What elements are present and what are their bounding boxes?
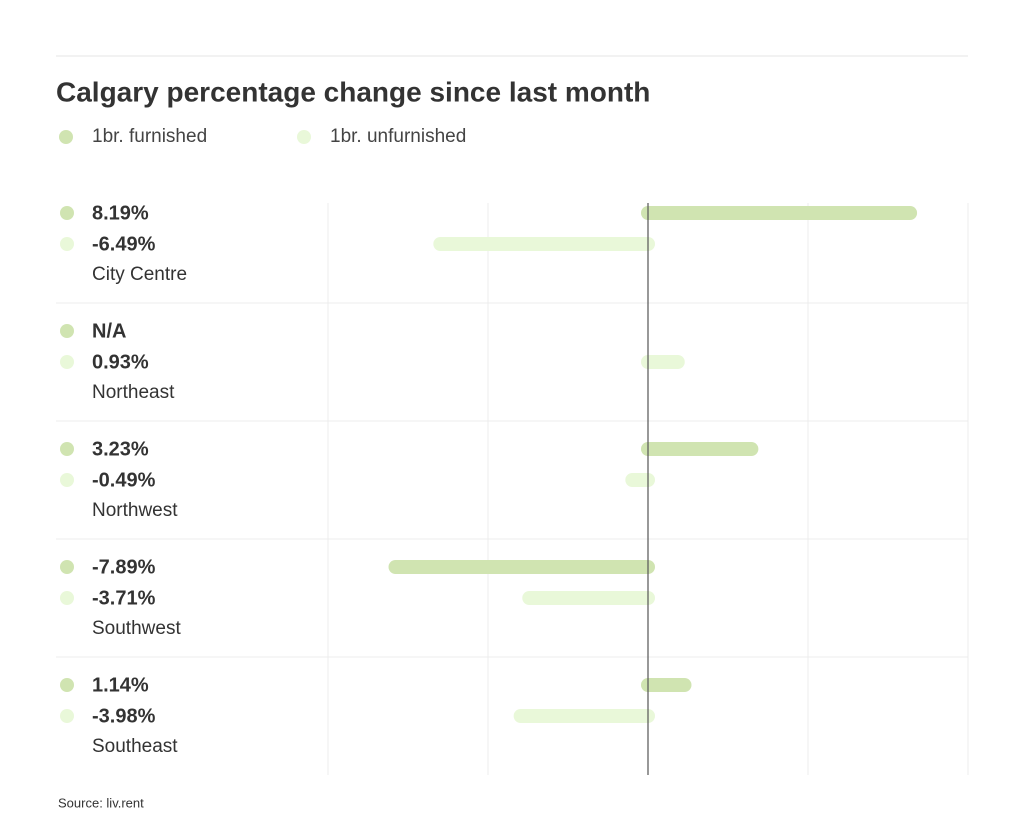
value-dot — [60, 206, 74, 220]
value-label: 8.19% — [92, 202, 149, 224]
value-label: 1.14% — [92, 674, 149, 696]
bar — [641, 678, 692, 692]
chart-title: Calgary percentage change since last mon… — [56, 76, 650, 107]
bar — [388, 560, 655, 574]
value-dot — [60, 560, 74, 574]
bar — [641, 442, 759, 456]
value-dot — [60, 324, 74, 338]
category-label: Northeast — [92, 382, 175, 403]
value-dot — [60, 355, 74, 369]
value-label: -6.49% — [92, 233, 156, 255]
bar — [522, 591, 655, 605]
legend-dot — [59, 130, 73, 144]
value-label: 3.23% — [92, 438, 149, 460]
category-label: Southeast — [92, 736, 178, 757]
bar — [625, 473, 655, 487]
bar — [641, 355, 685, 369]
value-label: 0.93% — [92, 351, 149, 373]
value-label: N/A — [92, 320, 126, 342]
value-dot — [60, 237, 74, 251]
source: Source: liv.rent — [58, 795, 144, 810]
bar — [513, 709, 655, 723]
legend-label: 1br. furnished — [92, 126, 207, 147]
value-label: -0.49% — [92, 469, 156, 491]
value-dot — [60, 442, 74, 456]
category-label: Southwest — [92, 618, 181, 639]
value-label: -3.98% — [92, 705, 156, 727]
category-label: Northwest — [92, 500, 178, 521]
value-label: -3.71% — [92, 587, 156, 609]
legend-label: 1br. unfurnished — [330, 126, 466, 147]
value-dot — [60, 678, 74, 692]
bar — [433, 237, 655, 251]
value-dot — [60, 591, 74, 605]
category-label: City Centre — [92, 264, 187, 285]
value-label: -7.89% — [92, 556, 156, 578]
bar — [641, 206, 918, 220]
legend-dot — [297, 130, 311, 144]
value-dot — [60, 473, 74, 487]
value-dot — [60, 709, 74, 723]
